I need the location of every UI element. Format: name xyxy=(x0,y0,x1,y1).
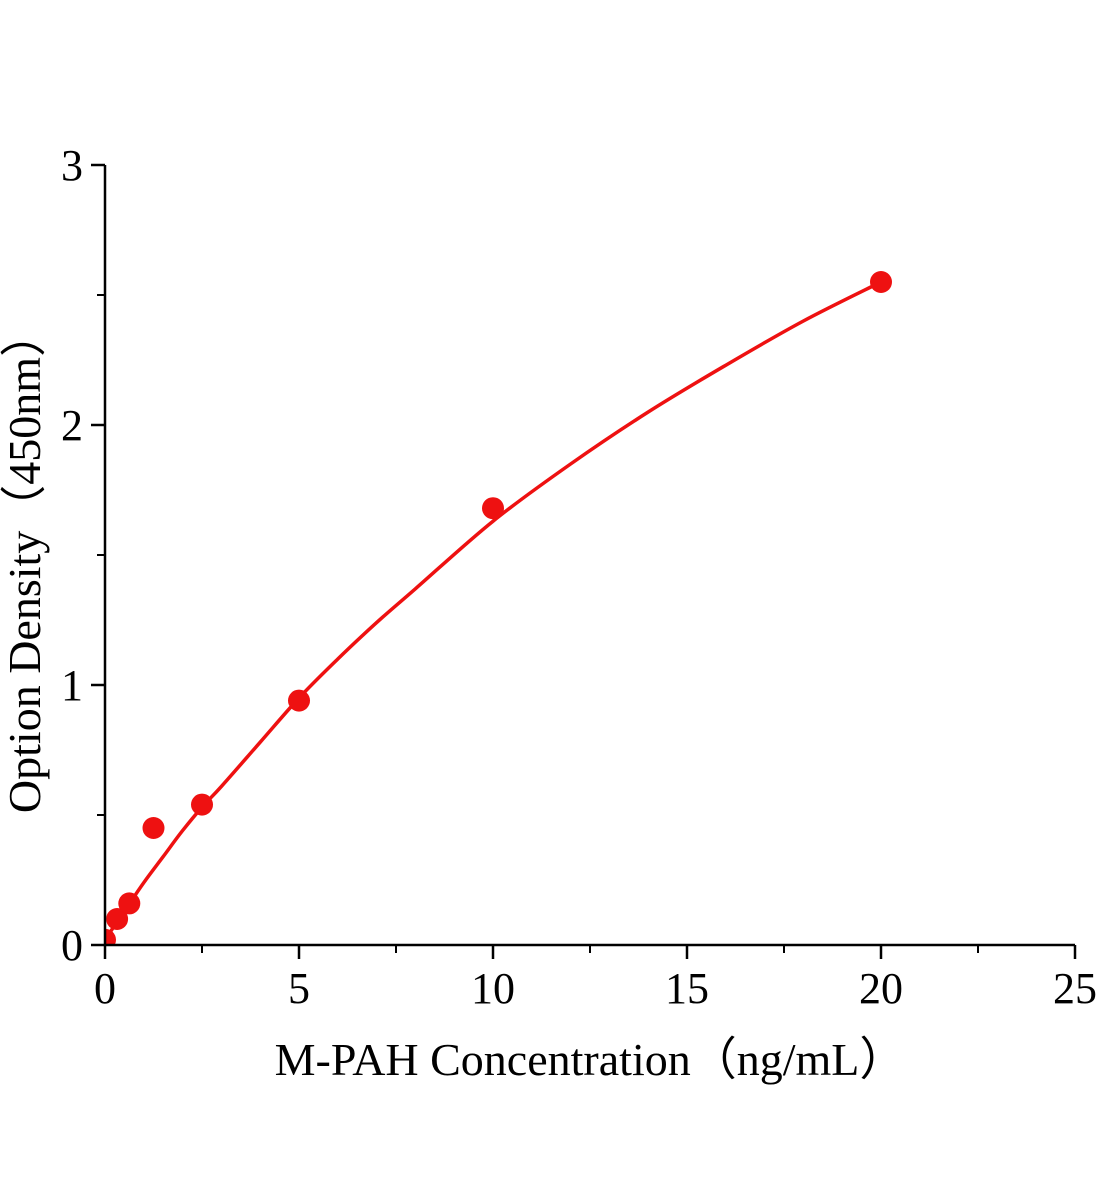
data-point xyxy=(191,793,213,816)
chart-series-area xyxy=(105,271,892,945)
x-tick-label: 10 xyxy=(471,964,515,1013)
x-tick-label: 25 xyxy=(1053,964,1097,1013)
y-tick-label: 3 xyxy=(61,141,83,190)
data-point xyxy=(870,271,892,293)
x-axis-title: M-PAH Concentration（ng/mL） xyxy=(275,1034,906,1085)
x-tick-label: 0 xyxy=(94,964,116,1013)
x-tick-label: 5 xyxy=(288,964,310,1013)
y-axis-title: Option Density（450nm） xyxy=(0,311,50,813)
fit-curve-path xyxy=(105,280,883,942)
data-point xyxy=(105,928,116,945)
chart-axes: 0 5 10 15 20 25 0 1 2 3 xyxy=(61,141,1097,1013)
data-point xyxy=(106,908,129,930)
y-tick-label: 1 xyxy=(61,661,83,710)
x-tick-label: 20 xyxy=(859,964,903,1013)
data-point xyxy=(118,892,141,915)
x-tick-label: 15 xyxy=(665,964,709,1013)
y-tick-label: 2 xyxy=(61,401,83,450)
data-point xyxy=(142,817,165,839)
data-point xyxy=(482,497,504,520)
data-point xyxy=(288,689,310,712)
y-tick-label: 0 xyxy=(61,921,83,970)
